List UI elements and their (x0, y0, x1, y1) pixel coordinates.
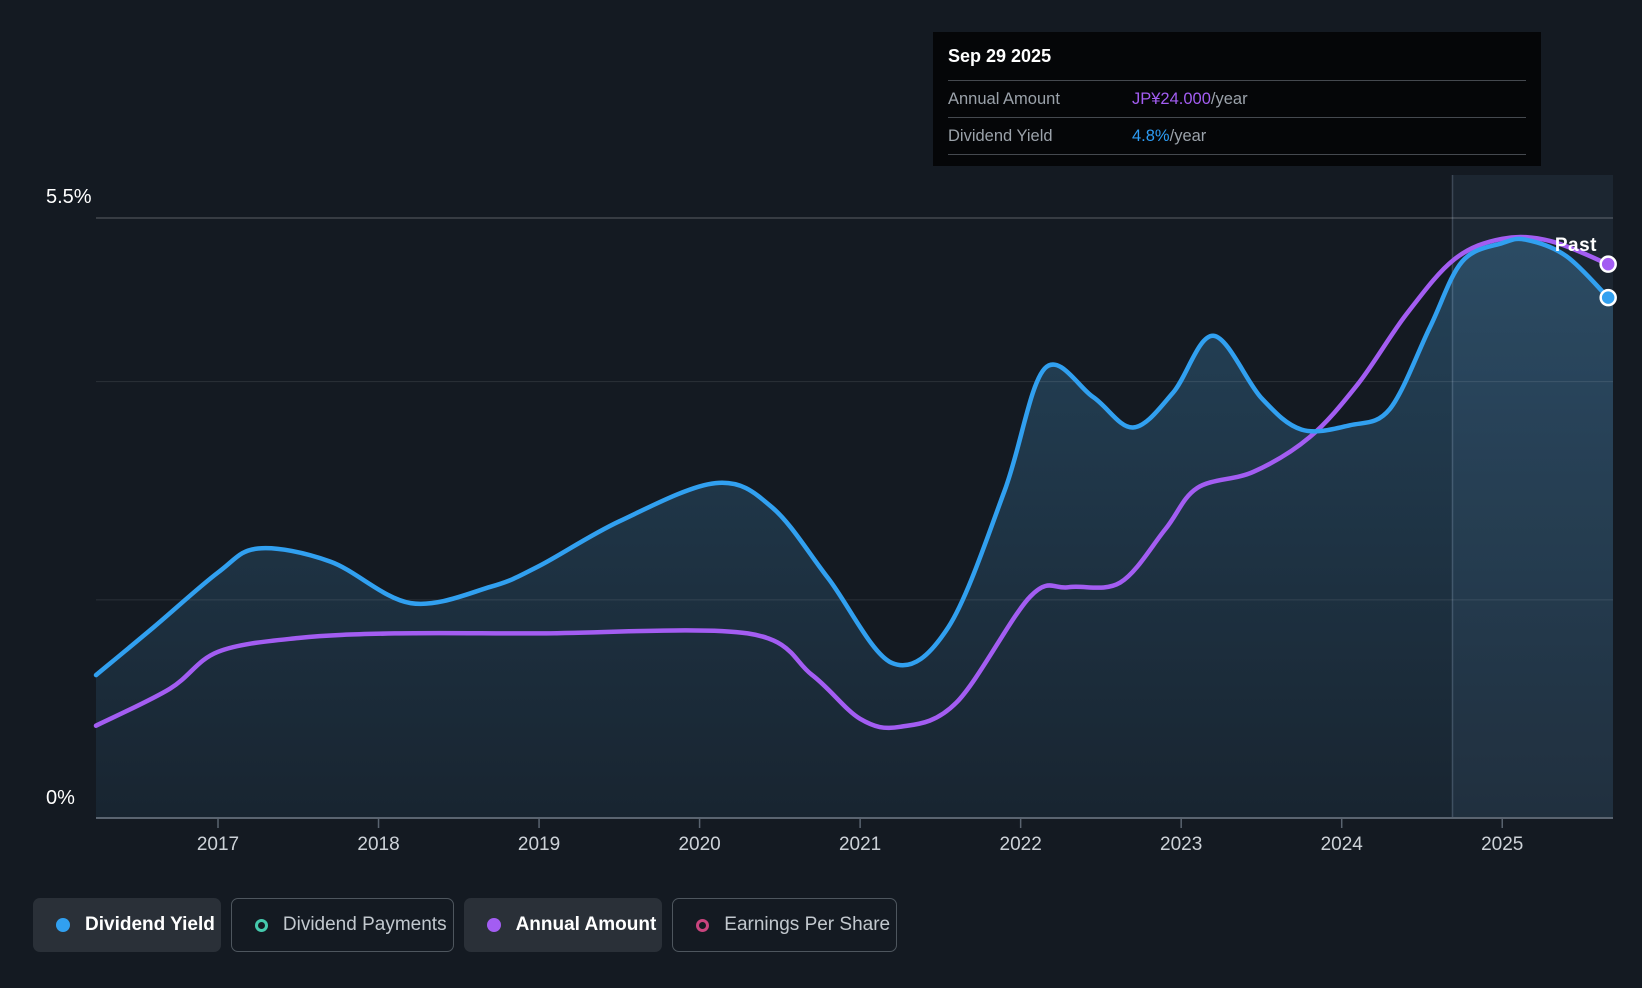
past-period-band (1451, 175, 1613, 818)
tooltip-label: Dividend Yield (948, 126, 1053, 145)
svg-text:2022: 2022 (1000, 834, 1042, 855)
tooltip-value: JP¥24.000 (1132, 89, 1211, 108)
dividend-yield-dot-icon (56, 918, 70, 932)
svg-text:2017: 2017 (197, 834, 239, 855)
legend-toggle-earnings-per-share[interactable]: Earnings Per Share (672, 898, 898, 952)
legend-label: Dividend Payments (282, 914, 447, 935)
svg-text:2025: 2025 (1481, 834, 1523, 855)
yield-area-fill (96, 238, 1613, 819)
tooltip-date: Sep 29 2025 (948, 45, 1052, 66)
svg-text:2020: 2020 (678, 834, 720, 855)
tooltip-value-suffix: /year (1210, 89, 1248, 108)
y-axis-bottom-label: 0% (46, 787, 75, 809)
series-endpoint-markers (1599, 255, 1617, 307)
svg-text:2019: 2019 (518, 834, 560, 855)
chart-legend: Dividend Yield Dividend Payments Annual … (33, 898, 898, 952)
tooltip-row-dividend-yield: Dividend Yield 4.8% /year (948, 117, 1526, 155)
y-axis-top-label: 5.5% (46, 186, 92, 208)
dividend-payments-ring-icon (254, 918, 268, 932)
tooltip-label: Annual Amount (948, 89, 1060, 108)
svg-text:2018: 2018 (357, 834, 399, 855)
annual-amount-dot-icon (486, 918, 501, 932)
legend-label: Dividend Yield (85, 914, 215, 935)
chart-tooltip: Sep 29 2025 Annual Amount JP¥24.000 /yea… (933, 32, 1541, 166)
series-lines (93, 234, 1611, 731)
earnings-per-share-ring-icon (696, 918, 710, 932)
legend-label: Earnings Per Share (724, 914, 891, 935)
svg-text:2021: 2021 (839, 834, 881, 855)
tooltip-value-suffix: /year (1169, 126, 1207, 145)
x-axis: 2017 2018 2019 2020 2021 2022 2023 2024 2025 (96, 817, 1613, 855)
svg-text:2024: 2024 (1321, 834, 1364, 855)
legend-toggle-annual-amount[interactable]: Annual Amount (463, 898, 663, 952)
legend-toggle-dividend-payments[interactable]: Dividend Payments (230, 898, 454, 952)
legend-toggle-dividend-yield[interactable]: Dividend Yield (33, 898, 221, 952)
legend-label: Annual Amount (515, 914, 657, 935)
past-label: Past (1555, 235, 1597, 256)
svg-text:2023: 2023 (1160, 834, 1202, 855)
tooltip-value: 4.8% (1132, 126, 1170, 145)
tooltip-row-annual-amount: Annual Amount JP¥24.000 /year (948, 80, 1526, 117)
